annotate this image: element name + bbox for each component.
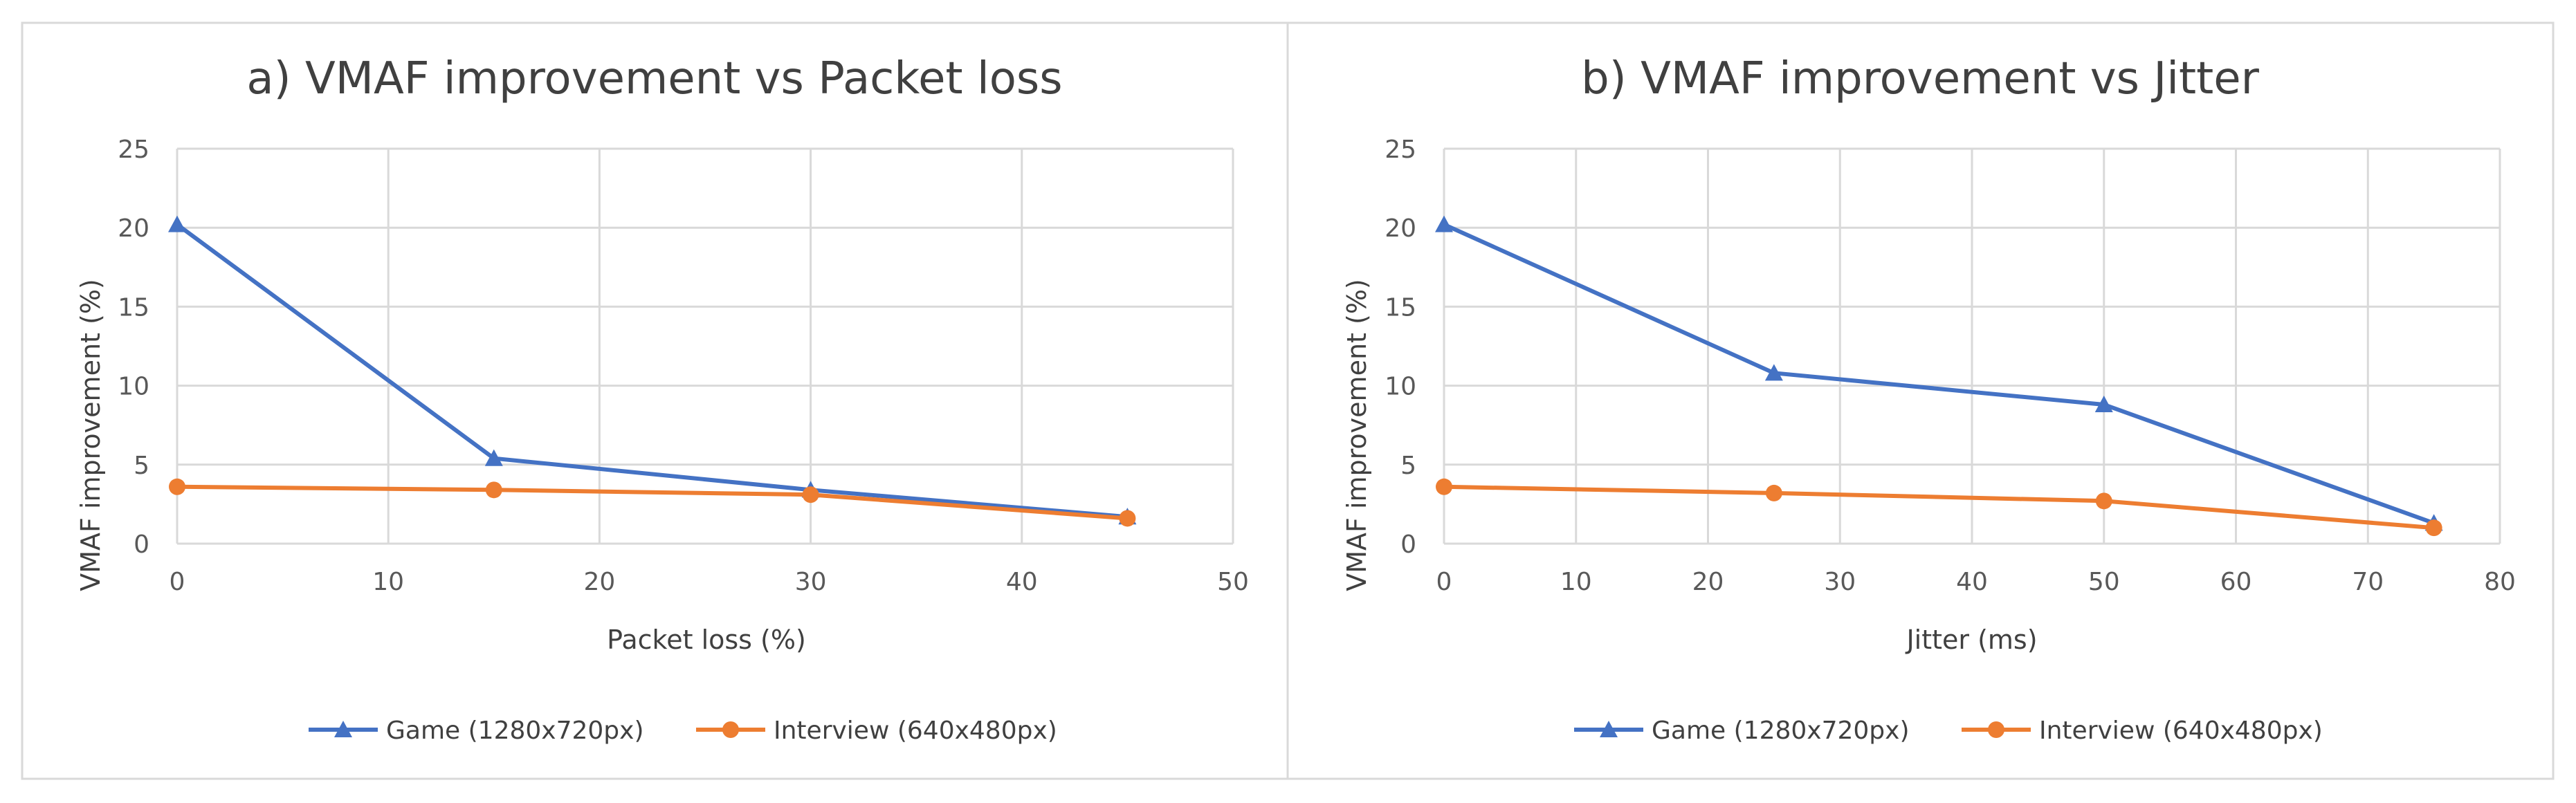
chart-a-title: a) VMAF improvement vs Packet loss — [246, 53, 1062, 104]
chart-b-frame — [1286, 21, 2555, 780]
chart-b-y-axis-title: VMAF improvement (%) — [1342, 279, 1372, 591]
chart-a-interview-point — [485, 481, 502, 499]
chart-a-game-line — [175, 222, 1130, 519]
chart-jitter: b) VMAF improvement vs Jitter 0 10 20 30 40 5… — [1286, 21, 2555, 780]
chart-b-legend-interview-label: Interview (640x480px) — [2039, 717, 2323, 745]
chart-b-y-tick-label: 5 — [1400, 452, 1416, 480]
chart-b-y-tick-label: 20 — [1385, 214, 1416, 243]
chart-b-y-tick-label: 10 — [1385, 373, 1416, 401]
chart-b-x-tick-label: 70 — [2352, 568, 2384, 596]
chart-a-interview-point — [802, 486, 819, 504]
chart-a-x-tick-label: 40 — [1006, 568, 1038, 596]
chart-b-interview-line — [1442, 484, 2436, 530]
chart-b-x-tick-label: 40 — [1956, 568, 1988, 596]
chart-b-interview-point — [1765, 484, 1782, 501]
chart-b-x-tick-label: 0 — [1436, 568, 1452, 596]
chart-b-x-axis-title: Jitter (ms) — [1905, 625, 2037, 655]
chart-b-game-point — [1435, 215, 1453, 232]
chart-b-title: b) VMAF improvement vs Jitter — [1581, 53, 2259, 104]
chart-a-y-tick-label: 10 — [118, 373, 149, 401]
chart-b-y-tick-label: 0 — [1400, 530, 1416, 559]
chart-b-series — [1435, 215, 2443, 537]
chart-b-legend-game-marker — [1600, 721, 1618, 738]
chart-b-game-point — [1764, 364, 1783, 381]
chart-b-legend: Game (1280x720px) Interview (640x480px) — [1574, 717, 2323, 745]
chart-a-y-tick-label: 25 — [118, 136, 149, 164]
chart-a-y-axis-title: VMAF improvement (%) — [75, 279, 106, 591]
chart-b-x-ticks: 0 10 20 30 40 50 60 70 80 — [1436, 568, 2516, 596]
chart-a-x-ticks: 0 10 20 30 40 50 — [170, 568, 1249, 596]
chart-a-interview-line — [175, 484, 1130, 521]
chart-b-x-tick-label: 50 — [2088, 568, 2120, 596]
chart-a-series — [168, 215, 1137, 527]
chart-b-legend-game-label: Game (1280x720px) — [1652, 717, 1910, 745]
chart-a-legend: Game (1280x720px) Interview (640x480px) — [309, 717, 1057, 745]
chart-a-interview-point — [169, 478, 185, 495]
chart-a-gridlines — [176, 147, 1234, 545]
chart-a-game-point — [168, 215, 186, 232]
chart-b-interview-point — [1436, 478, 1452, 495]
chart-a-legend-game-marker — [334, 721, 352, 738]
chart-b-x-tick-label: 60 — [2220, 568, 2252, 596]
chart-a-x-tick-label: 50 — [1217, 568, 1249, 596]
chart-a-legend-interview-marker — [722, 721, 739, 738]
chart-a-x-axis-title: Packet loss (%) — [607, 625, 806, 655]
chart-a-x-tick-label: 30 — [795, 568, 827, 596]
chart-b-x-tick-label: 80 — [2484, 568, 2516, 596]
chart-a-y-tick-label: 20 — [118, 214, 149, 243]
chart-b-y-tick-label: 15 — [1385, 293, 1416, 322]
chart-b-x-tick-label: 10 — [1560, 568, 1592, 596]
chart-b-y-tick-label: 25 — [1385, 136, 1416, 164]
chart-a-x-tick-label: 10 — [372, 568, 404, 596]
chart-a-interview-point — [1119, 510, 1136, 527]
chart-b-game-line — [1442, 222, 2436, 526]
chart-a-x-tick-label: 0 — [170, 568, 185, 596]
chart-a-legend-interview-label: Interview (640x480px) — [774, 717, 1057, 745]
chart-a-y-tick-label: 0 — [134, 530, 149, 559]
chart-b-game-point — [2094, 396, 2113, 413]
chart-b-legend-interview-marker — [1988, 721, 2004, 738]
chart-a-legend-game-label: Game (1280x720px) — [386, 717, 644, 745]
chart-a-game-point — [484, 449, 503, 466]
chart-b-interview-point — [2425, 519, 2442, 537]
chart-a-y-tick-label: 15 — [118, 293, 149, 322]
chart-a-y-tick-label: 5 — [134, 452, 149, 480]
chart-b-y-ticks: 0 5 10 15 20 25 — [1385, 136, 1416, 559]
chart-packet-loss: a) VMAF improvement vs Packet loss 0 10 20… — [21, 21, 1289, 780]
chart-b-x-tick-label: 30 — [1824, 568, 1856, 596]
chart-b-interview-point — [2095, 492, 2112, 510]
chart-a-x-tick-label: 20 — [583, 568, 615, 596]
chart-a-y-ticks: 0 5 10 15 20 25 — [118, 136, 149, 559]
chart-b-x-tick-label: 20 — [1692, 568, 1724, 596]
chart-b-gridlines — [1443, 147, 2501, 545]
